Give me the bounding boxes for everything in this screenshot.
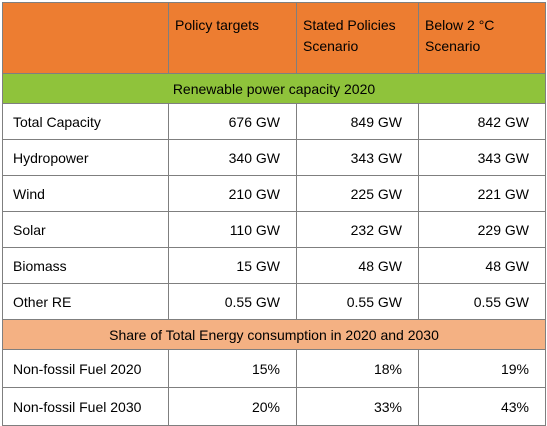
policy-value: 210 GW: [168, 175, 297, 212]
policy-value: 15%: [168, 349, 297, 388]
policy-value: 340 GW: [168, 139, 297, 176]
stated-value: 849 GW: [296, 103, 419, 140]
header-policy-targets: Policy targets: [168, 2, 297, 74]
stated-value: 343 GW: [296, 139, 419, 176]
table-row: Total Capacity 676 GW 849 GW 842 GW: [2, 103, 546, 140]
policy-value: 15 GW: [168, 247, 297, 284]
below2-value: 221 GW: [418, 175, 546, 212]
table-row: Hydropower 340 GW 343 GW 343 GW: [2, 139, 546, 176]
row-label: Biomass: [2, 247, 169, 284]
header-row: Policy targets Stated Policies Scenario …: [2, 2, 546, 74]
table-row: Wind 210 GW 225 GW 221 GW: [2, 175, 546, 212]
stated-value: 0.55 GW: [296, 283, 419, 320]
stated-value: 18%: [296, 349, 419, 388]
section-title-renewable: Renewable power capacity 2020: [2, 73, 546, 104]
section-row-share: Share of Total Energy consumption in 202…: [2, 319, 546, 350]
table-row: Other RE 0.55 GW 0.55 GW 0.55 GW: [2, 283, 546, 320]
stated-value: 48 GW: [296, 247, 419, 284]
below2-value: 343 GW: [418, 139, 546, 176]
policy-value: 676 GW: [168, 103, 297, 140]
table-row: Solar 110 GW 232 GW 229 GW: [2, 211, 546, 248]
header-below-2c: Below 2 °C Scenario: [418, 2, 546, 74]
row-label: Other RE: [2, 283, 169, 320]
section-row-renewable: Renewable power capacity 2020: [2, 73, 546, 104]
row-label: Total Capacity: [2, 103, 169, 140]
header-empty-cell: [2, 2, 169, 74]
row-label: Non-fossil Fuel 2020: [2, 349, 169, 388]
policy-value: 0.55 GW: [168, 283, 297, 320]
header-stated-policies: Stated Policies Scenario: [296, 2, 419, 74]
table-row: Non-fossil Fuel 2020 15% 18% 19%: [2, 349, 546, 388]
below2-value: 229 GW: [418, 211, 546, 248]
below2-value: 0.55 GW: [418, 283, 546, 320]
stated-value: 232 GW: [296, 211, 419, 248]
table-row: Biomass 15 GW 48 GW 48 GW: [2, 247, 546, 284]
section-title-share: Share of Total Energy consumption in 202…: [2, 319, 546, 350]
policy-value: 110 GW: [168, 211, 297, 248]
row-label: Solar: [2, 211, 169, 248]
below2-value: 19%: [418, 349, 546, 388]
stated-value: 225 GW: [296, 175, 419, 212]
below2-value: 48 GW: [418, 247, 546, 284]
row-label: Hydropower: [2, 139, 169, 176]
row-label: Wind: [2, 175, 169, 212]
below2-value: 842 GW: [418, 103, 546, 140]
